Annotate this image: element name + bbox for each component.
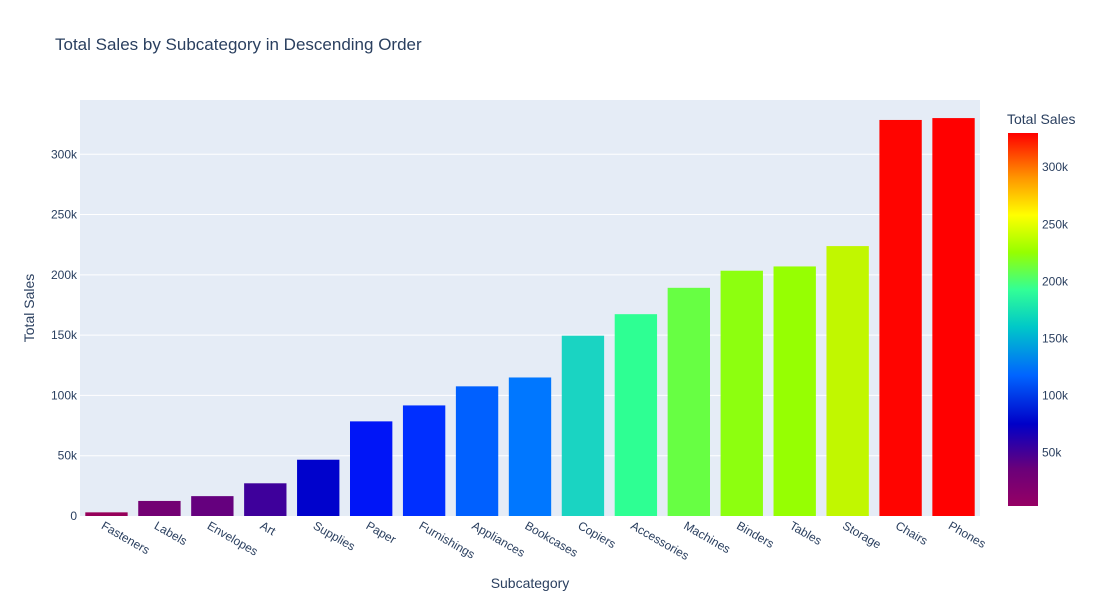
- x-tick-label: Chairs: [893, 518, 930, 547]
- bar[interactable]: [244, 483, 287, 516]
- colorbar-tick-label: 100k: [1042, 388, 1069, 402]
- colorbar-tick-label: 250k: [1042, 217, 1069, 231]
- x-tick-label: Accessories: [628, 518, 691, 562]
- bar[interactable]: [350, 421, 393, 516]
- x-tick-label: Envelopes: [205, 518, 261, 558]
- colorbar-tick-label: 150k: [1042, 331, 1069, 345]
- x-tick-label: Binders: [734, 518, 776, 550]
- bar[interactable]: [932, 118, 975, 516]
- colorbar-title: Total Sales: [1007, 111, 1075, 127]
- x-axis-title: Subcategory: [491, 575, 570, 591]
- colorbar-tick-label: 200k: [1042, 274, 1069, 288]
- x-tick-label: Storage: [840, 518, 884, 551]
- bar[interactable]: [191, 496, 234, 516]
- x-tick-label: Art: [258, 518, 279, 538]
- y-tick-label: 100k: [51, 388, 78, 402]
- bar[interactable]: [667, 287, 710, 516]
- bar[interactable]: [297, 459, 340, 516]
- x-tick-label: Fasteners: [99, 518, 152, 557]
- y-tick-label: 200k: [51, 268, 78, 282]
- bar[interactable]: [720, 270, 763, 516]
- bar[interactable]: [138, 500, 181, 516]
- bar[interactable]: [879, 119, 922, 516]
- bars: [85, 118, 975, 517]
- x-tick-label: Furnishings: [417, 518, 478, 561]
- colorbar: Total Sales 50k 100k 150k 200k 250k 300k: [1007, 111, 1075, 506]
- bar[interactable]: [455, 386, 499, 516]
- colorbar-gradient: [1008, 133, 1038, 506]
- chart-title: Total Sales by Subcategory in Descending…: [55, 35, 422, 54]
- y-axis-title: Total Sales: [21, 274, 37, 342]
- bar[interactable]: [508, 377, 552, 516]
- bar[interactable]: [614, 314, 658, 516]
- x-tick-label: Copiers: [575, 518, 618, 551]
- x-tick-label: Tables: [787, 518, 824, 547]
- bar[interactable]: [773, 266, 816, 516]
- bar[interactable]: [85, 512, 128, 516]
- x-tick-label: Labels: [152, 518, 190, 548]
- bar[interactable]: [402, 405, 446, 516]
- y-tick-label: 0: [70, 509, 77, 523]
- y-tick-label: 50k: [58, 449, 78, 463]
- y-tick-label: 250k: [51, 208, 78, 222]
- bar[interactable]: [561, 335, 605, 516]
- x-tick-label: Supplies: [311, 518, 358, 553]
- colorbar-tick-label: 300k: [1042, 160, 1069, 174]
- x-tick-label: Appliances: [470, 518, 528, 559]
- x-tick-label: Phones: [946, 518, 988, 550]
- y-tick-label: 150k: [51, 328, 78, 342]
- colorbar-tick-label: 50k: [1042, 445, 1062, 459]
- y-tick-label: 300k: [51, 147, 78, 161]
- colorbar-ticks: 50k 100k 150k 200k 250k 300k: [1042, 160, 1069, 459]
- x-tick-label: Paper: [364, 518, 399, 546]
- y-axis-ticks: 0 50k 100k 150k 200k 250k 300k: [51, 147, 78, 523]
- x-tick-label: Bookcases: [523, 518, 581, 559]
- bar[interactable]: [826, 246, 869, 517]
